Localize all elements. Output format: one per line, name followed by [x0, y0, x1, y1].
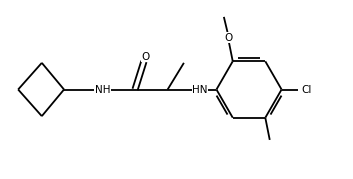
Text: O: O [224, 33, 232, 43]
Text: Cl: Cl [301, 84, 312, 95]
Text: NH: NH [95, 84, 110, 95]
Text: O: O [141, 52, 150, 62]
Text: HN: HN [192, 84, 208, 95]
